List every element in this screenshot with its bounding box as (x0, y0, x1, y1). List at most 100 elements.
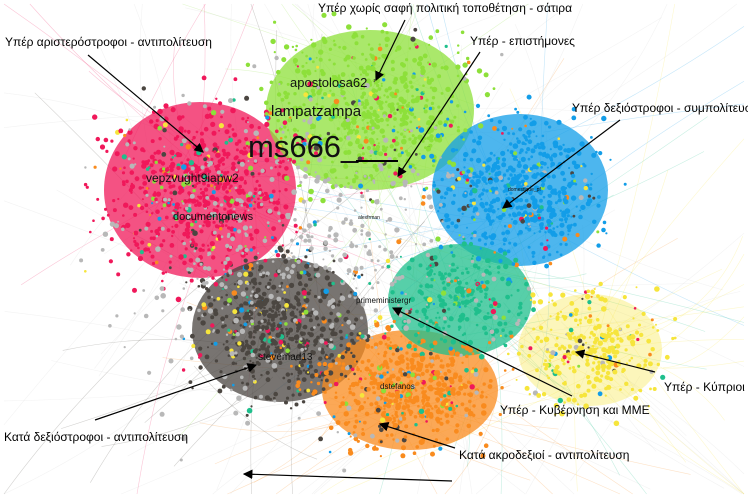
node (373, 181, 376, 184)
node (411, 74, 416, 79)
node (476, 68, 483, 74)
node (160, 293, 166, 299)
node (643, 363, 647, 367)
node (424, 146, 427, 150)
node (377, 315, 383, 320)
node (330, 135, 334, 140)
node (314, 69, 317, 73)
node (334, 184, 338, 188)
node (445, 173, 452, 179)
node (189, 193, 195, 199)
node (153, 105, 157, 109)
node (253, 207, 256, 211)
node (571, 160, 577, 166)
node (275, 253, 281, 258)
node (353, 274, 357, 277)
node (475, 103, 481, 108)
node (231, 161, 236, 167)
node (223, 324, 227, 328)
node (92, 219, 95, 222)
node (546, 166, 549, 169)
node (462, 235, 465, 239)
node (445, 437, 449, 441)
node (503, 343, 506, 346)
node (292, 354, 295, 357)
node (277, 172, 281, 177)
node (237, 217, 243, 223)
node (475, 309, 479, 313)
node (523, 277, 527, 280)
node (470, 257, 474, 260)
node (346, 342, 352, 348)
node (508, 330, 513, 335)
node (278, 190, 281, 193)
node (647, 361, 653, 367)
node (472, 413, 476, 417)
node (537, 145, 542, 150)
node (339, 372, 344, 377)
node (302, 228, 307, 233)
node (315, 56, 318, 59)
node (548, 261, 553, 266)
node (352, 227, 358, 233)
node (374, 78, 380, 84)
node (386, 95, 390, 99)
node (348, 390, 353, 395)
node (248, 309, 252, 313)
node (331, 330, 335, 334)
node (368, 369, 372, 373)
node (554, 413, 557, 416)
node (157, 226, 162, 231)
node (418, 127, 425, 133)
node (402, 135, 406, 139)
node (317, 362, 322, 367)
node (299, 270, 304, 275)
node (225, 256, 231, 262)
node-label-lampatzampa: lampatzampa (271, 103, 362, 120)
node (228, 187, 231, 190)
node (249, 294, 253, 297)
node (225, 333, 229, 336)
node (463, 128, 468, 133)
node (448, 346, 453, 351)
node (547, 228, 553, 234)
node (439, 156, 442, 159)
node (181, 93, 185, 98)
node (543, 151, 547, 154)
node (357, 143, 363, 149)
node (332, 259, 336, 263)
node (582, 162, 585, 166)
node (438, 446, 443, 451)
node (394, 412, 398, 416)
node (379, 207, 383, 211)
node (149, 214, 152, 216)
node (516, 163, 522, 169)
node (291, 146, 295, 151)
node (422, 90, 425, 93)
node (502, 173, 507, 177)
node (309, 314, 312, 318)
node (232, 383, 235, 387)
node (186, 167, 191, 172)
node (243, 254, 246, 257)
node (339, 184, 344, 188)
node (456, 280, 462, 286)
node (384, 88, 389, 93)
node (224, 272, 227, 275)
node (311, 42, 317, 48)
node (375, 396, 381, 401)
node (532, 130, 535, 133)
node (437, 210, 440, 213)
node (309, 373, 315, 379)
node (441, 382, 447, 388)
node (396, 45, 402, 51)
node (292, 127, 297, 132)
node (332, 146, 335, 149)
node (538, 325, 544, 330)
node (143, 190, 148, 195)
node (468, 173, 473, 178)
node (609, 345, 615, 351)
node (380, 84, 383, 88)
node (641, 311, 646, 316)
